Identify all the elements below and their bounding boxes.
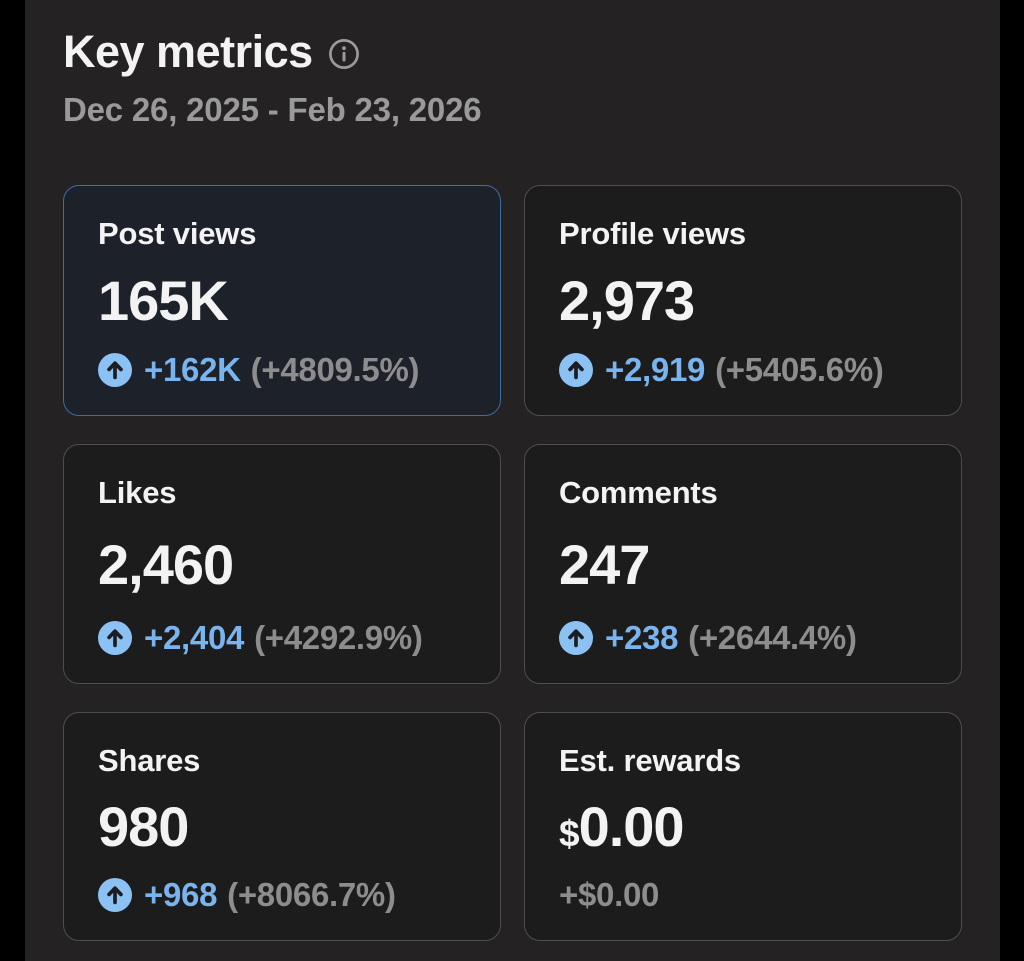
up-arrow-icon	[559, 353, 593, 388]
metric-label: Est. rewards	[559, 743, 741, 779]
metric-label: Likes	[98, 475, 177, 511]
metric-change-value: +$0.00	[559, 876, 660, 914]
up-arrow-icon	[98, 621, 132, 656]
metric-change-row: +238 (+2644.4%)	[559, 619, 927, 657]
metric-value-main: 0.00	[578, 795, 685, 859]
metric-change-value: +968	[144, 876, 218, 914]
metric-label: Profile views	[559, 216, 746, 252]
up-arrow-icon	[559, 621, 593, 656]
metric-change-row: +162K (+4809.5%)	[98, 351, 466, 389]
metric-card-likes[interactable]: Likes 2,460 +2,404 (+4292.9%)	[63, 444, 501, 685]
analytics-panel: Key metrics Dec 26, 2025 - Feb 23, 2026 …	[25, 0, 1000, 961]
metric-change-row: +$0.00	[559, 876, 927, 914]
metric-change-row: +2,404 (+4292.9%)	[98, 619, 466, 657]
metric-change-percent: (+4809.5%)	[250, 351, 420, 389]
metric-value: 247	[559, 532, 650, 596]
metric-label: Shares	[98, 743, 201, 779]
up-arrow-icon	[98, 353, 132, 388]
metric-card-est-rewards[interactable]: Est. rewards $0.00 +$0.00	[524, 712, 962, 942]
metric-change-percent: (+2644.4%)	[688, 619, 857, 657]
metric-value: 165K	[98, 269, 229, 333]
header: Key metrics	[63, 28, 962, 75]
metric-card-post-views[interactable]: Post views 165K +162K (+4809.5%)	[63, 185, 501, 417]
metric-change-percent: (+8066.7%)	[227, 876, 396, 914]
info-icon[interactable]	[327, 37, 361, 71]
metric-card-shares[interactable]: Shares 980 +968 (+8066.7%)	[63, 712, 501, 942]
metric-value: $0.00	[559, 795, 927, 859]
metric-card-comments[interactable]: Comments 247 +238 (+2644.4%)	[524, 444, 962, 685]
metric-change-percent: (+5405.6%)	[715, 351, 884, 389]
up-arrow-icon	[98, 878, 132, 913]
metric-change-percent: (+4292.9%)	[254, 619, 423, 657]
metric-label: Post views	[98, 216, 257, 252]
page-title: Key metrics	[63, 26, 313, 77]
metric-value: 980	[98, 795, 189, 859]
metrics-grid: Post views 165K +162K (+4809.5%) Profile…	[63, 185, 962, 942]
metric-value: 2,460	[98, 532, 234, 596]
metric-change-row: +2,919 (+5405.6%)	[559, 351, 927, 389]
metric-change-value: +238	[605, 619, 679, 657]
metric-change-value: +162K	[144, 351, 241, 389]
metric-change-value: +2,404	[144, 619, 245, 657]
metric-change-row: +968 (+8066.7%)	[98, 876, 466, 914]
date-range: Dec 26, 2025 - Feb 23, 2026	[63, 91, 482, 129]
currency-symbol: $	[559, 813, 580, 855]
metric-change-value: +2,919	[605, 351, 706, 389]
metric-card-profile-views[interactable]: Profile views 2,973 +2,919 (+5405.6%)	[524, 185, 962, 417]
metric-value: 2,973	[559, 269, 695, 333]
metric-label: Comments	[559, 475, 718, 511]
